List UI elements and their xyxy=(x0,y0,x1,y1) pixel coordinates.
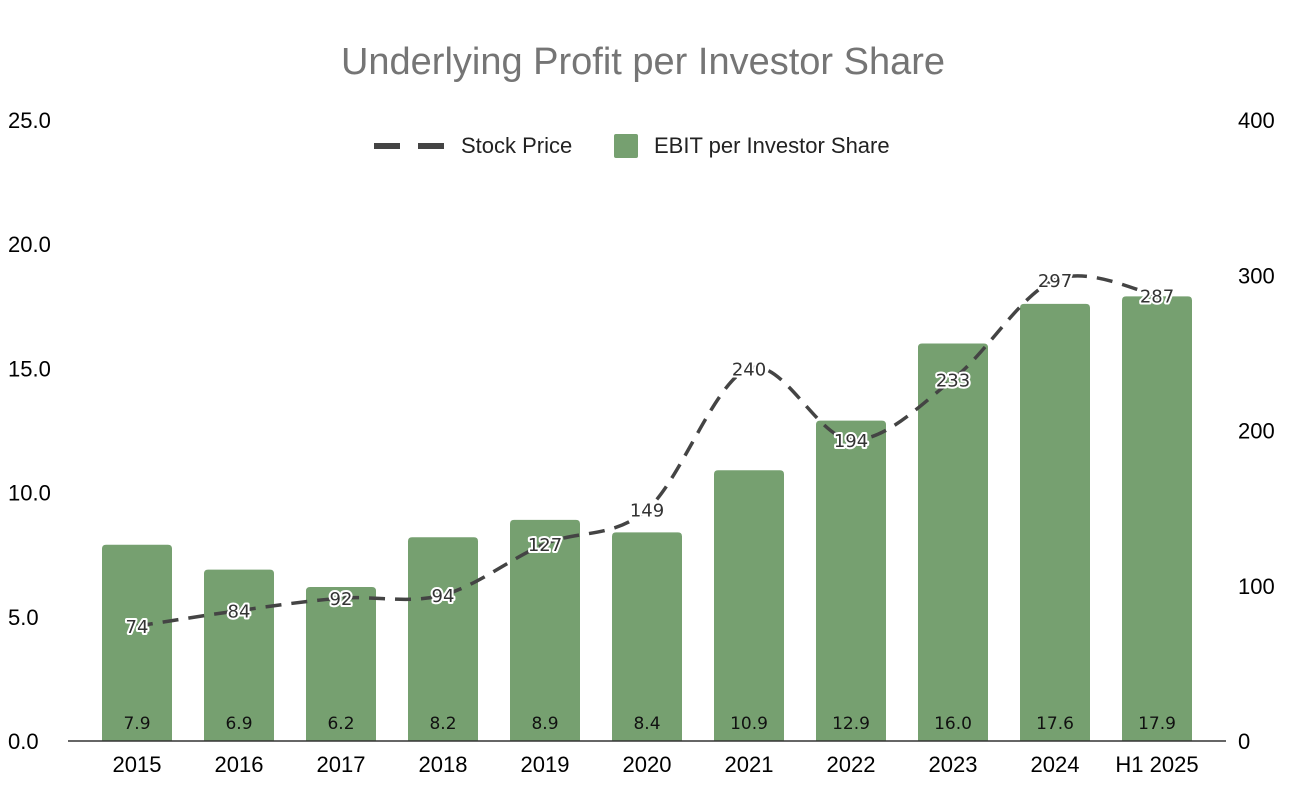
bar-2017 xyxy=(306,586,376,741)
x-tick-2015: 2015 xyxy=(113,752,162,777)
legend-ebit-label: EBIT per Investor Share xyxy=(654,133,890,158)
left-tick-20-0: 20.0 xyxy=(8,232,51,257)
bar-label-2018: 8.2 xyxy=(429,714,456,734)
price-label-2021: 240 xyxy=(732,359,766,380)
legend: Stock Price EBIT per Investor Share xyxy=(374,133,890,158)
bar-2018 xyxy=(408,537,478,741)
x-tick-2023: 2023 xyxy=(929,752,978,777)
price-label-2022: 194 xyxy=(834,431,868,452)
bar-label-2021: 10.9 xyxy=(730,714,768,734)
right-tick-200: 200 xyxy=(1238,419,1275,444)
right-tick-400: 400 xyxy=(1238,108,1275,133)
bar-label-2017: 6.2 xyxy=(327,714,354,734)
x-tick-2022: 2022 xyxy=(827,752,876,777)
x-tick-2021: 2021 xyxy=(725,752,774,777)
left-axis-ticks: 0.0 5.0 10.0 15.0 20.0 25.0 xyxy=(8,108,51,754)
bar-label-2022: 12.9 xyxy=(832,714,870,734)
price-label-2019: 127 xyxy=(528,535,562,556)
x-tick-2017: 2017 xyxy=(317,752,366,777)
bar-h1-2025 xyxy=(1122,296,1192,741)
x-tick-2024: 2024 xyxy=(1031,752,1080,777)
price-label-2024: 297 xyxy=(1038,271,1072,292)
x-tick-h1-2025: H1 2025 xyxy=(1115,752,1198,777)
bars xyxy=(102,296,1192,741)
x-tick-2020: 2020 xyxy=(623,752,672,777)
left-tick-25-0: 25.0 xyxy=(8,108,51,133)
bar-label-2015: 7.9 xyxy=(123,714,150,734)
bar-label-h1-2025: 17.9 xyxy=(1138,714,1176,734)
x-tick-2016: 2016 xyxy=(215,752,264,777)
price-label-h1-2025: 287 xyxy=(1140,286,1174,307)
price-label-2016: 84 xyxy=(228,602,251,623)
price-label-2018: 94 xyxy=(432,586,455,607)
bar-2015 xyxy=(102,544,172,741)
bar-label-2019: 8.9 xyxy=(531,714,558,734)
left-tick-0-0: 0.0 xyxy=(8,729,39,754)
price-label-2017: 92 xyxy=(330,589,353,610)
price-label-2015: 74 xyxy=(126,617,149,638)
left-tick-5-0: 5.0 xyxy=(8,605,39,630)
bar-2021 xyxy=(714,470,784,741)
stock-price-line xyxy=(136,274,1158,628)
x-tick-2018: 2018 xyxy=(419,752,468,777)
bar-2020 xyxy=(612,532,682,741)
bar-label-2016: 6.9 xyxy=(225,714,252,734)
right-tick-300: 300 xyxy=(1238,263,1275,288)
price-label-2023: 233 xyxy=(936,370,970,391)
bar-2019 xyxy=(510,519,580,741)
x-tick-2019: 2019 xyxy=(521,752,570,777)
right-tick-0: 0 xyxy=(1238,729,1250,754)
bar-data-labels: 7.9 6.9 6.2 8.2 8.9 8.4 10.9 12.9 16.0 17.6 17.9 xyxy=(123,714,1175,734)
bar-2022 xyxy=(816,420,886,741)
right-axis-ticks: 0 100 200 300 400 xyxy=(1238,108,1275,754)
left-tick-10-0: 10.0 xyxy=(8,481,51,506)
price-label-2020: 149 xyxy=(630,501,664,522)
chart-title: Underlying Profit per Investor Share xyxy=(341,41,945,83)
bar-label-2020: 8.4 xyxy=(633,714,660,734)
left-tick-15-0: 15.0 xyxy=(8,356,51,381)
bar-label-2024: 17.6 xyxy=(1036,714,1074,734)
legend-ebit-swatch xyxy=(614,134,638,158)
bar-2024 xyxy=(1020,303,1090,741)
x-axis-ticks: 2015 2016 2017 2018 2019 2020 2021 2022 2023 2024… xyxy=(113,752,1199,777)
stock-price-labels: 74 84 92 94 127 149 240 194 233 297 287 xyxy=(124,269,1177,640)
right-tick-100: 100 xyxy=(1238,574,1275,599)
bar-2023 xyxy=(918,343,988,741)
legend-stock-price-label: Stock Price xyxy=(461,133,572,158)
bar-label-2023: 16.0 xyxy=(934,714,972,734)
